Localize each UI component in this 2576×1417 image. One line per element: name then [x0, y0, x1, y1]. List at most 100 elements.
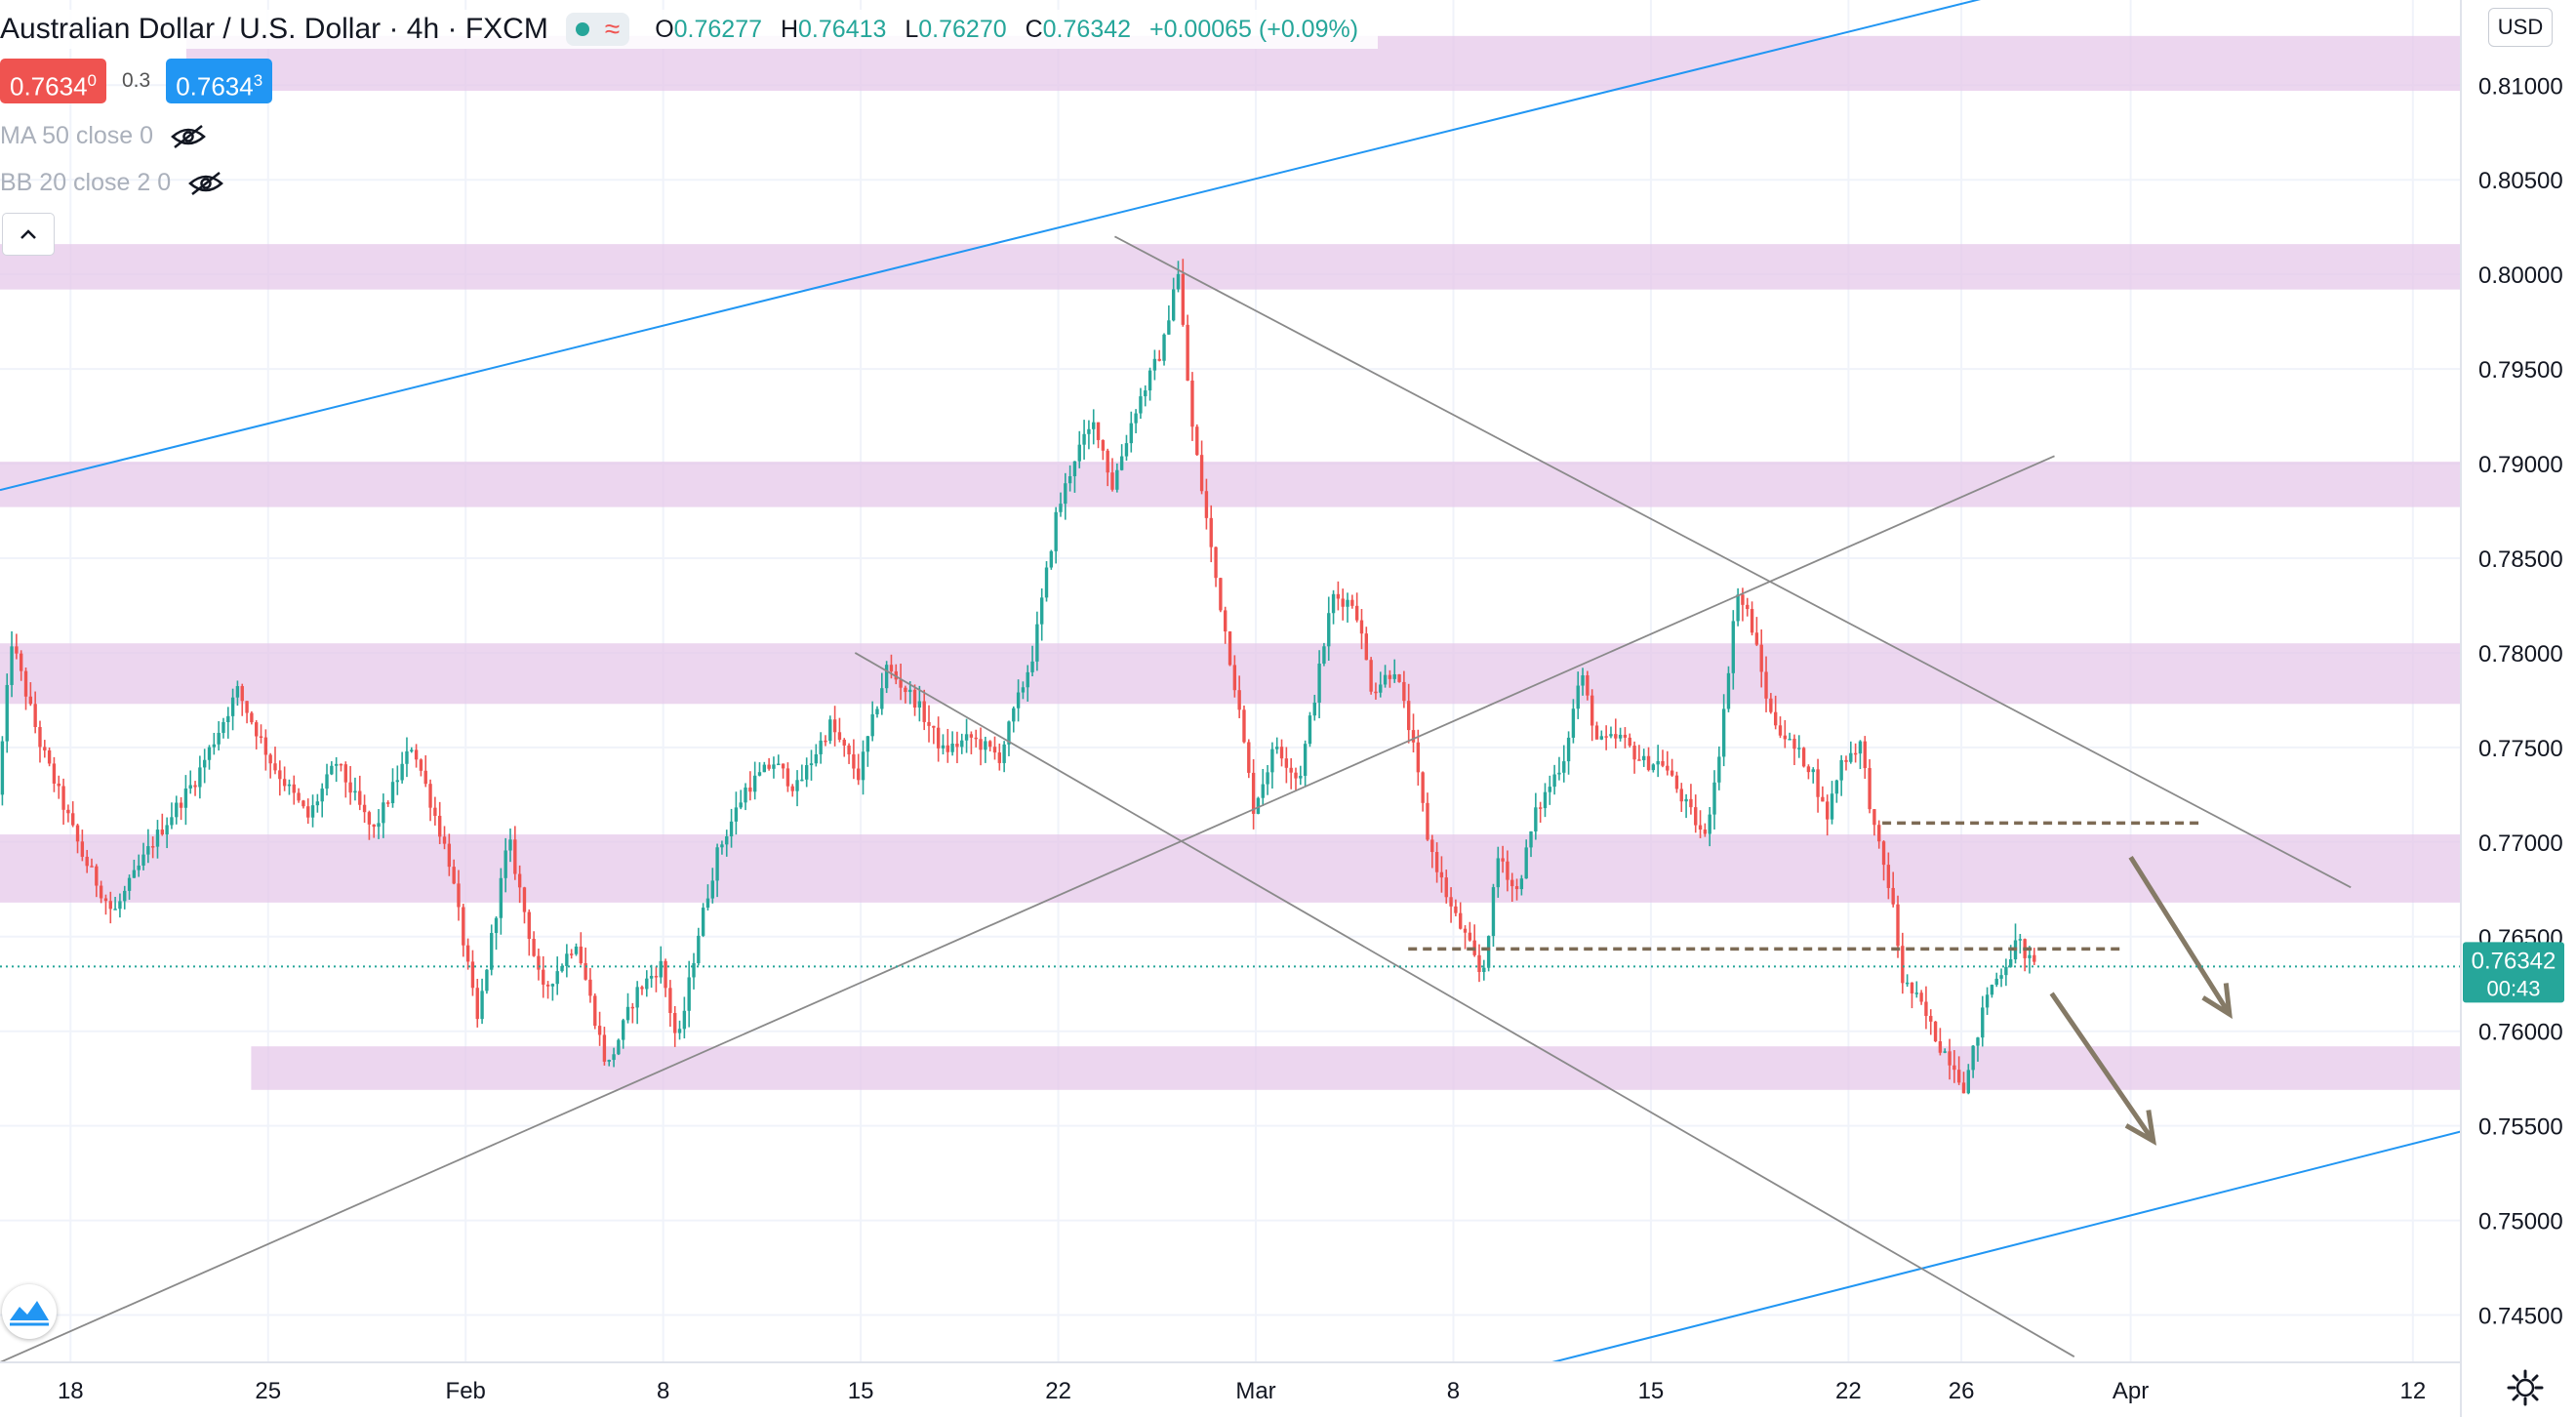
candle: [1439, 856, 1444, 893]
candle-body: [1689, 798, 1693, 808]
candle-body: [447, 843, 452, 868]
candle: [1783, 719, 1788, 749]
candle: [320, 783, 324, 818]
candle: [1858, 740, 1863, 770]
candle-body: [278, 770, 282, 780]
candle-body: [1811, 769, 1815, 773]
candle: [132, 859, 137, 878]
candle-body: [235, 686, 240, 698]
candle-body: [668, 988, 672, 1014]
candle-body: [80, 841, 85, 857]
candle: [593, 993, 597, 1030]
candle-body: [43, 747, 47, 750]
candle-body: [757, 772, 762, 776]
candle-body: [1896, 904, 1900, 947]
candle: [927, 705, 931, 743]
gear-icon[interactable]: [2506, 1368, 2545, 1407]
candle-body: [1237, 690, 1241, 710]
candle: [1256, 796, 1261, 815]
candle: [912, 684, 917, 716]
candle: [1623, 727, 1628, 749]
candle-body: [1726, 672, 1731, 709]
price-tick-label: 0.76000: [2478, 1020, 2563, 1046]
candle-body: [857, 768, 861, 781]
candle: [362, 794, 367, 824]
candle-body: [1374, 691, 1378, 694]
candle: [1152, 349, 1157, 381]
candle: [1594, 721, 1599, 740]
candle-body: [1096, 422, 1101, 440]
candle: [1199, 440, 1204, 495]
candle: [974, 729, 978, 748]
candle-body: [785, 768, 790, 787]
candle-body: [889, 665, 894, 671]
indicator-ma-legend[interactable]: MA 50 close 0: [0, 122, 208, 150]
candle: [1124, 434, 1129, 462]
candle: [542, 955, 545, 998]
candle: [193, 781, 197, 796]
candle: [1821, 786, 1825, 802]
candle: [800, 764, 804, 782]
candle: [1614, 718, 1618, 749]
candle-body: [1914, 992, 1918, 994]
candle-body: [1562, 761, 1566, 773]
candle: [465, 938, 470, 970]
candle: [508, 828, 512, 863]
candle: [1251, 759, 1256, 830]
candle-body: [1948, 1051, 1952, 1066]
collapse-legend-button[interactable]: [2, 213, 55, 256]
tradingview-logo-icon[interactable]: [2, 1284, 57, 1339]
candle: [400, 751, 404, 784]
candle: [245, 701, 249, 724]
candle-body: [1552, 774, 1556, 788]
eye-hidden-icon[interactable]: [169, 123, 208, 150]
candle-body: [198, 767, 202, 788]
eye-hidden-icon[interactable]: [186, 170, 225, 197]
candle-body: [729, 821, 734, 837]
candle: [1759, 629, 1763, 688]
candle: [183, 775, 188, 826]
candle-body: [400, 763, 404, 781]
candle: [1981, 995, 1985, 1047]
time-tick-label: 22: [1835, 1378, 1862, 1404]
currency-button[interactable]: USD: [2488, 8, 2553, 47]
buy-button[interactable]: 0.76343: [166, 59, 273, 103]
candle: [442, 826, 447, 850]
candle: [268, 752, 272, 779]
candle: [499, 868, 503, 935]
candle: [470, 950, 475, 996]
indicator-bb-legend[interactable]: BB 20 close 2 0: [0, 169, 225, 197]
symbol-title[interactable]: Australian Dollar / U.S. Dollar · 4h · F…: [0, 13, 548, 45]
candle-body: [987, 741, 992, 748]
candle: [217, 721, 221, 750]
candles: [0, 259, 2036, 1095]
status-pill[interactable]: ≈: [565, 13, 630, 46]
candle-body: [664, 960, 667, 989]
candle: [1162, 333, 1166, 366]
candle-body: [20, 653, 23, 671]
candle: [1331, 589, 1336, 625]
candle: [23, 667, 28, 710]
candle: [1219, 577, 1223, 613]
candle: [729, 808, 734, 848]
candle: [710, 868, 714, 904]
candle: [1872, 809, 1876, 836]
candle: [1552, 764, 1556, 795]
candle: [555, 956, 559, 995]
candle: [762, 761, 766, 773]
candle: [513, 826, 517, 880]
candle: [673, 1005, 677, 1047]
channel-line: [0, 0, 1982, 492]
candle-body: [1712, 782, 1716, 815]
candle-body: [1557, 772, 1561, 775]
candle: [503, 837, 507, 893]
candle-body: [1044, 567, 1049, 598]
sell-button[interactable]: 0.76340: [0, 59, 106, 103]
candle: [358, 775, 362, 811]
candle-body: [701, 908, 705, 936]
candle: [715, 843, 719, 898]
candle-body: [1144, 390, 1147, 397]
candle-body: [630, 1006, 635, 1009]
candle: [310, 794, 315, 828]
